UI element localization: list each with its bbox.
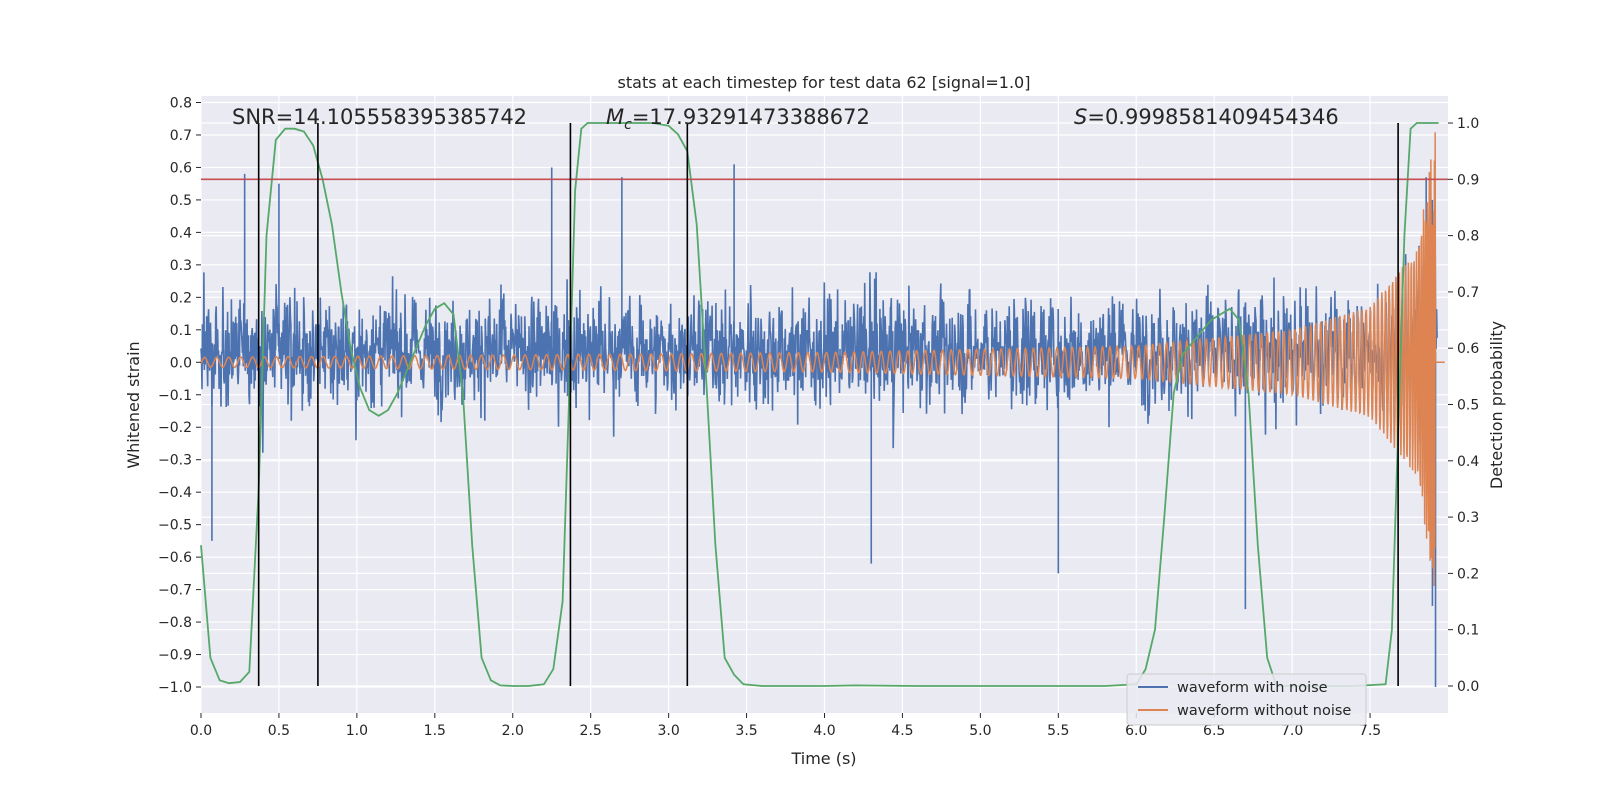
chirp-mass-subscript: c bbox=[624, 117, 632, 133]
y-tick-label: −0.8 bbox=[158, 615, 192, 631]
chirp-mass-value: =17.93291473388672 bbox=[632, 105, 870, 129]
y-tick-label: 0.4 bbox=[170, 225, 192, 241]
x-tick-label: 5.5 bbox=[1047, 723, 1069, 739]
y-tick-label: −0.1 bbox=[158, 388, 192, 404]
right-y-tick-label: 0.3 bbox=[1457, 510, 1479, 526]
legend-label-waveform-without-noise: waveform without noise bbox=[1177, 703, 1351, 719]
x-tick-label: 6.5 bbox=[1203, 723, 1225, 739]
plot-area bbox=[200, 96, 1448, 713]
y-tick-label: −0.4 bbox=[158, 485, 192, 501]
legend: waveform with noise waveform without noi… bbox=[1126, 673, 1367, 726]
y-tick-label: −0.9 bbox=[158, 648, 192, 664]
detection-probability-line bbox=[200, 122, 1439, 687]
x-tick-label: 6.0 bbox=[1125, 723, 1147, 739]
legend-label-waveform-with-noise: waveform with noise bbox=[1177, 680, 1328, 696]
y-tick-label: 0.8 bbox=[170, 95, 192, 111]
chirp-mass-symbol: M bbox=[606, 105, 624, 129]
significance-value: =0.9998581409454346 bbox=[1087, 105, 1338, 129]
x-axis-label: Time (s) bbox=[790, 749, 856, 768]
y-tick-label: 0.7 bbox=[170, 128, 192, 144]
series-detection-probability bbox=[200, 122, 1439, 687]
y-tick-label: 0.5 bbox=[170, 193, 192, 209]
noisy-waveform-line bbox=[200, 199, 1438, 471]
x-tick-label: 7.0 bbox=[1281, 723, 1303, 739]
chart-title: stats at each timestep for test data 62 … bbox=[618, 73, 1031, 92]
y-tick-label: −0.6 bbox=[158, 550, 192, 566]
right-y-tick-label: 0.6 bbox=[1457, 341, 1479, 357]
y-tick-label: 0.0 bbox=[170, 355, 192, 371]
y-tick-label: 0.6 bbox=[170, 160, 192, 176]
y-tick-label: −0.2 bbox=[158, 420, 192, 436]
right-y-tick-label: 0.4 bbox=[1457, 454, 1479, 470]
right-y-tick-label: 0.8 bbox=[1457, 229, 1479, 245]
right-y-tick-label: 0.7 bbox=[1457, 285, 1479, 301]
x-tick-label: 0.5 bbox=[268, 723, 290, 739]
right-y-tick-label: 1.0 bbox=[1457, 116, 1479, 132]
x-tick-label: 3.0 bbox=[657, 723, 679, 739]
significance-annotation: S=0.9998581409454346 bbox=[1074, 105, 1339, 129]
y-tick-label: 0.1 bbox=[170, 323, 192, 339]
right-y-tick-label: 0.5 bbox=[1457, 398, 1479, 414]
x-tick-label: 2.5 bbox=[580, 723, 602, 739]
x-tick-label: 0.0 bbox=[190, 723, 212, 739]
right-y-axis-label: Detection probability bbox=[1487, 321, 1506, 489]
x-tick-label: 3.5 bbox=[735, 723, 757, 739]
significance-symbol: S bbox=[1074, 105, 1087, 129]
x-tick-label: 1.5 bbox=[424, 723, 446, 739]
x-tick-label: 7.5 bbox=[1359, 723, 1381, 739]
x-tick-label: 4.5 bbox=[891, 723, 913, 739]
chirp-mass-annotation: Mc=17.93291473388672 bbox=[606, 105, 870, 133]
y-axis-label: Whitened strain bbox=[124, 341, 143, 468]
legend-box bbox=[1126, 673, 1367, 726]
y-tick-label: −0.7 bbox=[158, 583, 192, 599]
right-y-tick-label: 0.9 bbox=[1457, 172, 1479, 188]
y-tick-label: 0.3 bbox=[170, 258, 192, 274]
x-tick-label: 1.0 bbox=[346, 723, 368, 739]
snr-annotation: SNR=14.105558395385742 bbox=[232, 105, 527, 129]
right-y-tick-label: 0.2 bbox=[1457, 566, 1479, 582]
x-tick-label: 5.0 bbox=[969, 723, 991, 739]
y-axis-ticks: 0.8 0.7 0.6 0.5 0.4 0.3 0.2 0.1 0.0 −0.1 −0.2 −0.3 −… bbox=[158, 95, 201, 696]
right-y-tick-label: 0.1 bbox=[1457, 623, 1479, 639]
x-axis-ticks: 0.0 0.5 1.0 1.5 2.0 2.5 3.0 3.5 4.0 4.5 5.0 5.5 6.0 6… bbox=[190, 713, 1381, 739]
y-tick-label: −0.3 bbox=[158, 453, 192, 469]
vertical-markers bbox=[257, 123, 1399, 686]
y-tick-label: −0.5 bbox=[158, 518, 192, 534]
x-tick-label: 2.0 bbox=[502, 723, 524, 739]
right-y-tick-label: 0.0 bbox=[1457, 679, 1479, 695]
y-tick-label: 0.2 bbox=[170, 290, 192, 306]
x-tick-label: 4.0 bbox=[813, 723, 835, 739]
y-tick-label: −1.0 bbox=[158, 680, 192, 696]
right-y-axis-ticks: 1.0 0.9 0.8 0.7 0.6 0.5 0.4 0.3 0.2 0.1 0.0 bbox=[1448, 116, 1479, 695]
